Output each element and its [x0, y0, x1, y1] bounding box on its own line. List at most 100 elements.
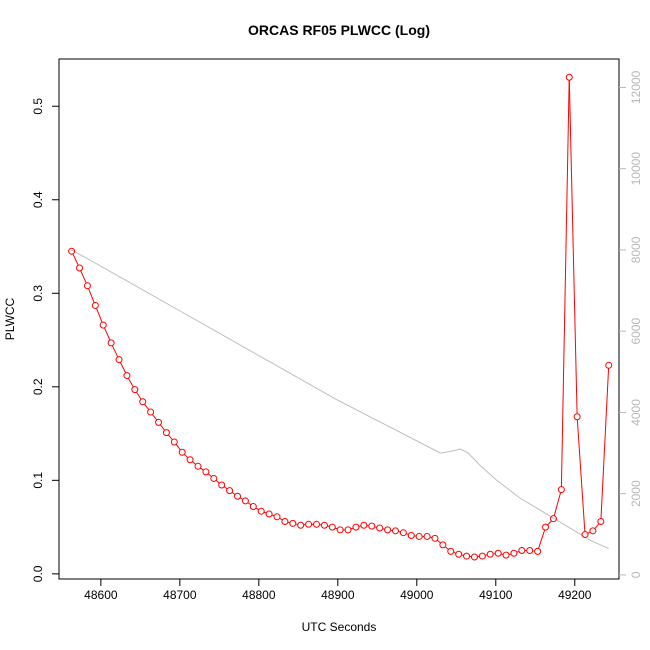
plwcc-point [589, 527, 597, 535]
plwcc-point [249, 503, 257, 511]
plwcc-point [470, 553, 478, 561]
plwcc-segment [207, 473, 212, 477]
y-tick-label: 0.1 [31, 472, 45, 489]
plwcc-segment [547, 520, 552, 526]
plwcc-segment [175, 444, 181, 451]
plwcc-segment [239, 497, 244, 500]
plwcc-point [526, 546, 534, 554]
plwcc-point [297, 521, 305, 529]
plwcc-point [170, 438, 178, 446]
plwcc-point [423, 532, 431, 540]
plwcc-point [463, 552, 471, 560]
plwcc-point [305, 520, 313, 528]
plwcc-segment [184, 453, 189, 459]
plwcc-segment [127, 377, 134, 388]
plwcc-point [131, 386, 139, 394]
plwcc-segment [576, 419, 586, 532]
plwcc-point [534, 547, 542, 555]
y-tick-label: 0.3 [31, 285, 45, 302]
plwcc-segment [103, 327, 111, 341]
y-axis-label: PLWCC [3, 297, 17, 340]
plwcc-point [257, 507, 265, 515]
plwcc-point [573, 413, 581, 421]
right-series-line [71, 249, 609, 549]
y2-tick-label: 10000 [629, 152, 643, 186]
y2-tick-label: 8000 [629, 236, 643, 263]
plwcc-point [439, 541, 447, 549]
y2-axis: 0 2000 4000 6000 8000 10000 12000 [619, 70, 643, 578]
plwcc-point [241, 497, 249, 505]
y2-tick-label: 0 [629, 571, 643, 578]
x-tick-label: 49200 [558, 588, 592, 602]
plwcc-point [123, 372, 131, 380]
y-tick-label: 0.0 [31, 565, 45, 582]
plwcc-point [486, 550, 494, 558]
plwcc-point [83, 282, 91, 290]
plwcc-point [115, 356, 123, 364]
plwcc-segment [136, 391, 142, 400]
plwcc-point [312, 520, 320, 528]
plwcc-segment [444, 546, 449, 550]
y-axis: 0.0 0.1 0.2 0.3 0.4 0.5 [31, 98, 59, 582]
plwcc-point [226, 487, 234, 495]
plwcc-segment [72, 253, 79, 266]
plwcc-point [494, 549, 502, 557]
plwcc-segment [538, 529, 546, 549]
x-tick-label: 48800 [242, 588, 276, 602]
plwcc-segment [594, 523, 600, 529]
plwcc-point [320, 521, 328, 529]
plwcc-segment [247, 502, 252, 506]
plwcc-segment [600, 368, 610, 519]
plwcc-point [399, 529, 407, 537]
plwcc-point [597, 517, 605, 525]
plwcc-point [518, 546, 526, 554]
plwcc-point [210, 474, 218, 482]
plwcc-segment [223, 486, 228, 490]
plwcc-point [139, 398, 147, 406]
plwcc-segment [192, 461, 197, 465]
plwcc-segment [553, 492, 562, 516]
chart-title: ORCAS RF05 PLWCC (Log) [248, 22, 430, 38]
y-tick-label: 0.2 [31, 378, 45, 395]
plwcc-point [68, 247, 76, 255]
plwcc-point [107, 339, 115, 347]
plwcc-segment [200, 467, 204, 471]
plwcc-segment [560, 80, 570, 487]
y-tick-label: 0.4 [31, 191, 45, 208]
plwcc-point [368, 522, 376, 530]
plwcc-segment [88, 288, 95, 303]
plwcc-segment [152, 414, 158, 421]
plwcc-point [549, 515, 557, 523]
plwcc-point [147, 408, 155, 416]
plwcc-point [178, 448, 186, 456]
plwcc-segment [568, 80, 578, 414]
plwcc-point [384, 526, 392, 534]
y2-tick-label: 4000 [629, 399, 643, 426]
plwcc-point [455, 550, 463, 558]
x-axis-label: UTC Seconds [302, 620, 377, 634]
plwcc-point [281, 517, 289, 525]
plwcc-segment [80, 270, 87, 284]
plwcc-point [336, 526, 344, 534]
plwcc-segment [436, 539, 441, 544]
y-tick-label: 0.5 [31, 98, 45, 115]
plwcc-point [91, 301, 99, 309]
plot-frame [58, 58, 620, 580]
plwcc-series [68, 73, 613, 561]
x-tick-label: 48700 [163, 588, 197, 602]
plwcc-point [352, 523, 360, 531]
plwcc-point [344, 526, 352, 534]
plwcc-point [273, 513, 281, 521]
plwcc-segment [231, 491, 236, 495]
x-tick-label: 49000 [400, 588, 434, 602]
plwcc-point [391, 527, 399, 535]
plwcc-point [510, 549, 518, 557]
plwcc-segment [144, 403, 150, 410]
plwcc-point [431, 534, 439, 542]
x-tick-label: 49100 [479, 588, 513, 602]
plwcc-point [202, 468, 210, 476]
plwcc-point [478, 552, 486, 560]
plwcc-segment [255, 507, 259, 511]
plwcc-segment [159, 424, 165, 431]
plwcc-point [581, 531, 589, 539]
